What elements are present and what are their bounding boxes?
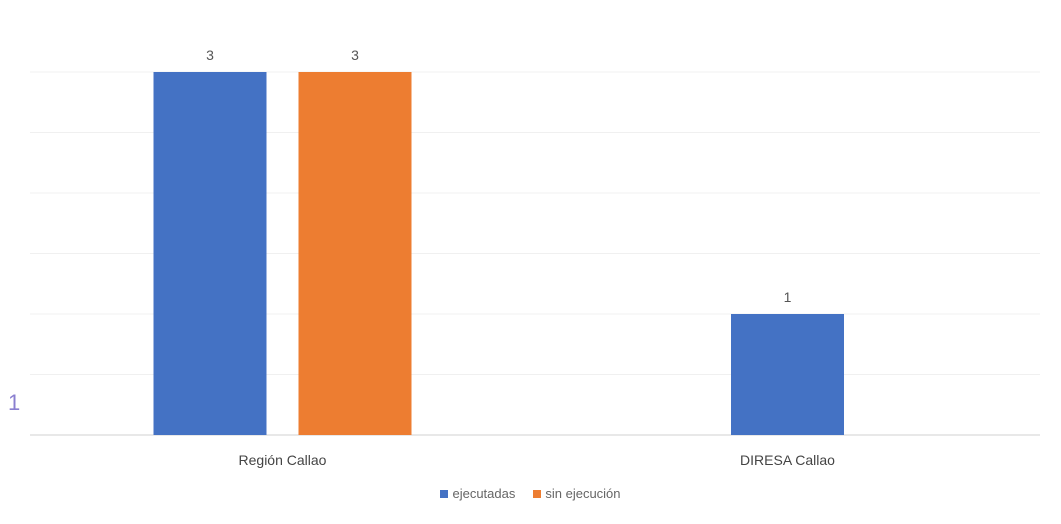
category-label: Región Callao — [239, 452, 327, 468]
bar-chart: 3 3 1 Región Callao DIRESA Callao — [30, 47, 1040, 468]
legend-swatch-sin-ejecucion — [533, 489, 542, 498]
legend-item-ejecutadas: ejecutadas — [440, 486, 515, 501]
legend-label-ejecutadas: ejecutadas — [452, 486, 516, 501]
legend-item-sin-ejecucion: sin ejecución — [533, 486, 621, 501]
data-label: 3 — [206, 47, 214, 63]
legend: ejecutadas sin ejecución — [0, 486, 1061, 501]
data-label: 3 — [351, 47, 359, 63]
bar — [731, 314, 844, 435]
bar — [153, 72, 267, 435]
bar — [298, 72, 412, 435]
legend-label-sin-ejecucion: sin ejecución — [545, 486, 621, 501]
category-labels: Región Callao DIRESA Callao — [239, 452, 836, 468]
category-label: DIRESA Callao — [740, 452, 835, 468]
data-label: 1 — [784, 289, 792, 305]
data-labels: 3 3 1 — [206, 47, 792, 305]
handwritten-mark: 1 — [8, 390, 21, 415]
legend-swatch-ejecutadas — [440, 489, 449, 498]
bars — [153, 72, 844, 435]
